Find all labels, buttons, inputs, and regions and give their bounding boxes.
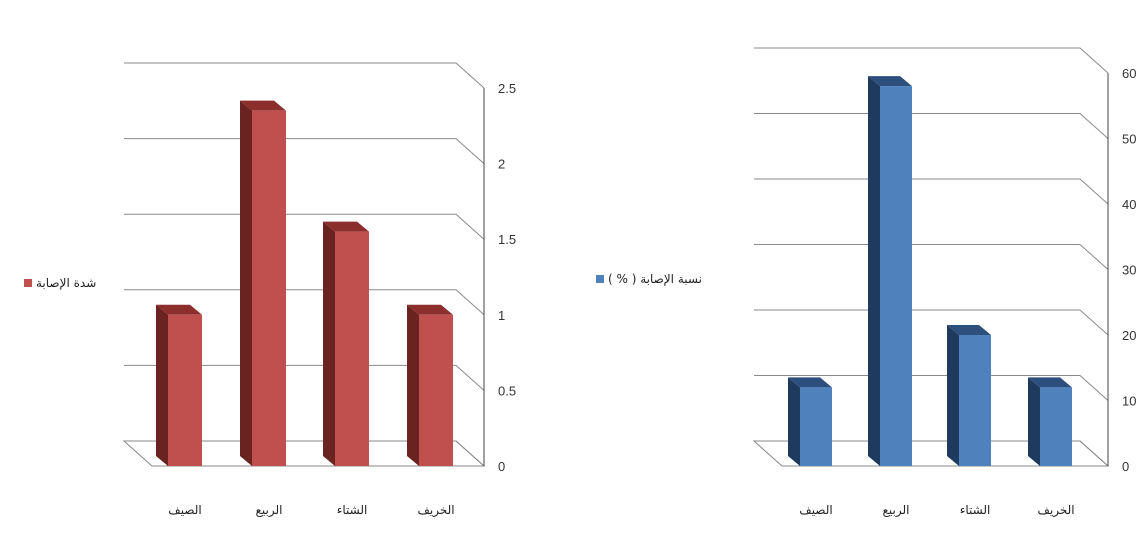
severity-bar-top <box>407 304 453 315</box>
severity-tick-label: 2 <box>498 157 505 172</box>
legend-label-severity: شدة الإصابة <box>36 276 97 290</box>
incidence-bar-top <box>788 377 832 388</box>
incidence-gridline <box>754 113 1109 139</box>
incidence-gridline <box>754 375 1109 401</box>
severity-gridline <box>124 364 485 391</box>
chart-incidence: 0 10 20 30 40 50 60 الصيف الربيع الشتاء الخريف نسب… <box>570 0 1140 551</box>
incidence-bar <box>880 86 912 466</box>
severity-bar <box>335 231 369 466</box>
incidence-bar-side <box>788 377 800 466</box>
legend-label-incidence: نسبة الإصابة ( % ) <box>608 272 702 286</box>
severity-category-label: الربيع <box>256 503 283 518</box>
legend-severity: شدة الإصابة <box>24 276 96 290</box>
incidence-tick-label: 30 <box>1122 263 1136 278</box>
incidence-tick-label: 0 <box>1122 459 1129 474</box>
severity-gridline <box>124 62 485 89</box>
incidence-gridline <box>754 47 1109 74</box>
severity-bar-side <box>323 221 335 466</box>
incidence-gridline <box>754 178 1109 205</box>
severity-category-label: الصيف <box>168 503 201 517</box>
severity-tick-label: 0.5 <box>498 383 516 398</box>
incidence-tick-label: 20 <box>1122 328 1136 343</box>
incidence-bar-top <box>868 76 912 87</box>
incidence-category-label: الشتاء <box>960 503 991 517</box>
incidence-gridline <box>754 244 1109 270</box>
incidence-bar-top <box>1028 377 1072 388</box>
severity-gridline <box>124 440 485 467</box>
legend-swatch-incidence <box>596 275 604 283</box>
severity-bar-side <box>407 304 419 466</box>
incidence-category-label: الخريف <box>1037 503 1074 518</box>
incidence-bar-side <box>947 325 959 466</box>
severity-tick-label: 0 <box>498 459 505 474</box>
incidence-bar <box>1040 387 1072 466</box>
severity-gridline <box>124 213 485 240</box>
incidence-category-label: الصيف <box>799 503 832 517</box>
severity-bar-top <box>156 304 202 315</box>
incidence-gridline <box>754 309 1109 336</box>
severity-bar <box>252 110 286 467</box>
incidence-bar-top <box>947 325 991 335</box>
severity-tick-label: 1 <box>498 308 505 323</box>
severity-tick-label: 1.5 <box>498 232 516 247</box>
severity-bar-top <box>240 100 286 111</box>
severity-bar-side <box>240 100 252 467</box>
chart-incidence-plot: 0 10 20 30 40 50 60 الصيف الربيع الشتاء الخريف <box>752 47 1136 518</box>
severity-bar <box>419 314 453 466</box>
incidence-bar <box>800 387 832 466</box>
severity-bar-side <box>156 304 168 466</box>
severity-gridline <box>124 289 485 316</box>
incidence-category-label: الربيع <box>883 503 910 518</box>
incidence-gridline <box>754 440 1109 467</box>
severity-gridline <box>124 138 485 164</box>
severity-category-label: الشتاء <box>337 503 368 517</box>
legend-swatch-severity <box>24 279 32 287</box>
chart-severity-plot: 0 0.5 1 1.5 2 2.5 الصيف الربيع الشتاء الخريف <box>122 62 516 518</box>
incidence-tick-label: 60 <box>1122 66 1136 81</box>
severity-category-label: الخريف <box>417 503 454 518</box>
chart-severity: 0 0.5 1 1.5 2 2.5 الصيف الربيع الشتاء الخريف شدة … <box>24 62 516 518</box>
severity-tick-label: 2.5 <box>498 81 516 96</box>
incidence-tick-label: 50 <box>1122 132 1136 147</box>
severity-bar-top <box>323 221 369 232</box>
incidence-bar-side <box>868 76 880 466</box>
severity-bar <box>168 314 202 466</box>
incidence-bar <box>959 335 991 466</box>
incidence-tick-label: 40 <box>1122 197 1136 212</box>
legend-incidence: نسبة الإصابة ( % ) <box>596 272 702 286</box>
incidence-bar-side <box>1028 377 1040 466</box>
incidence-tick-label: 10 <box>1122 394 1136 409</box>
